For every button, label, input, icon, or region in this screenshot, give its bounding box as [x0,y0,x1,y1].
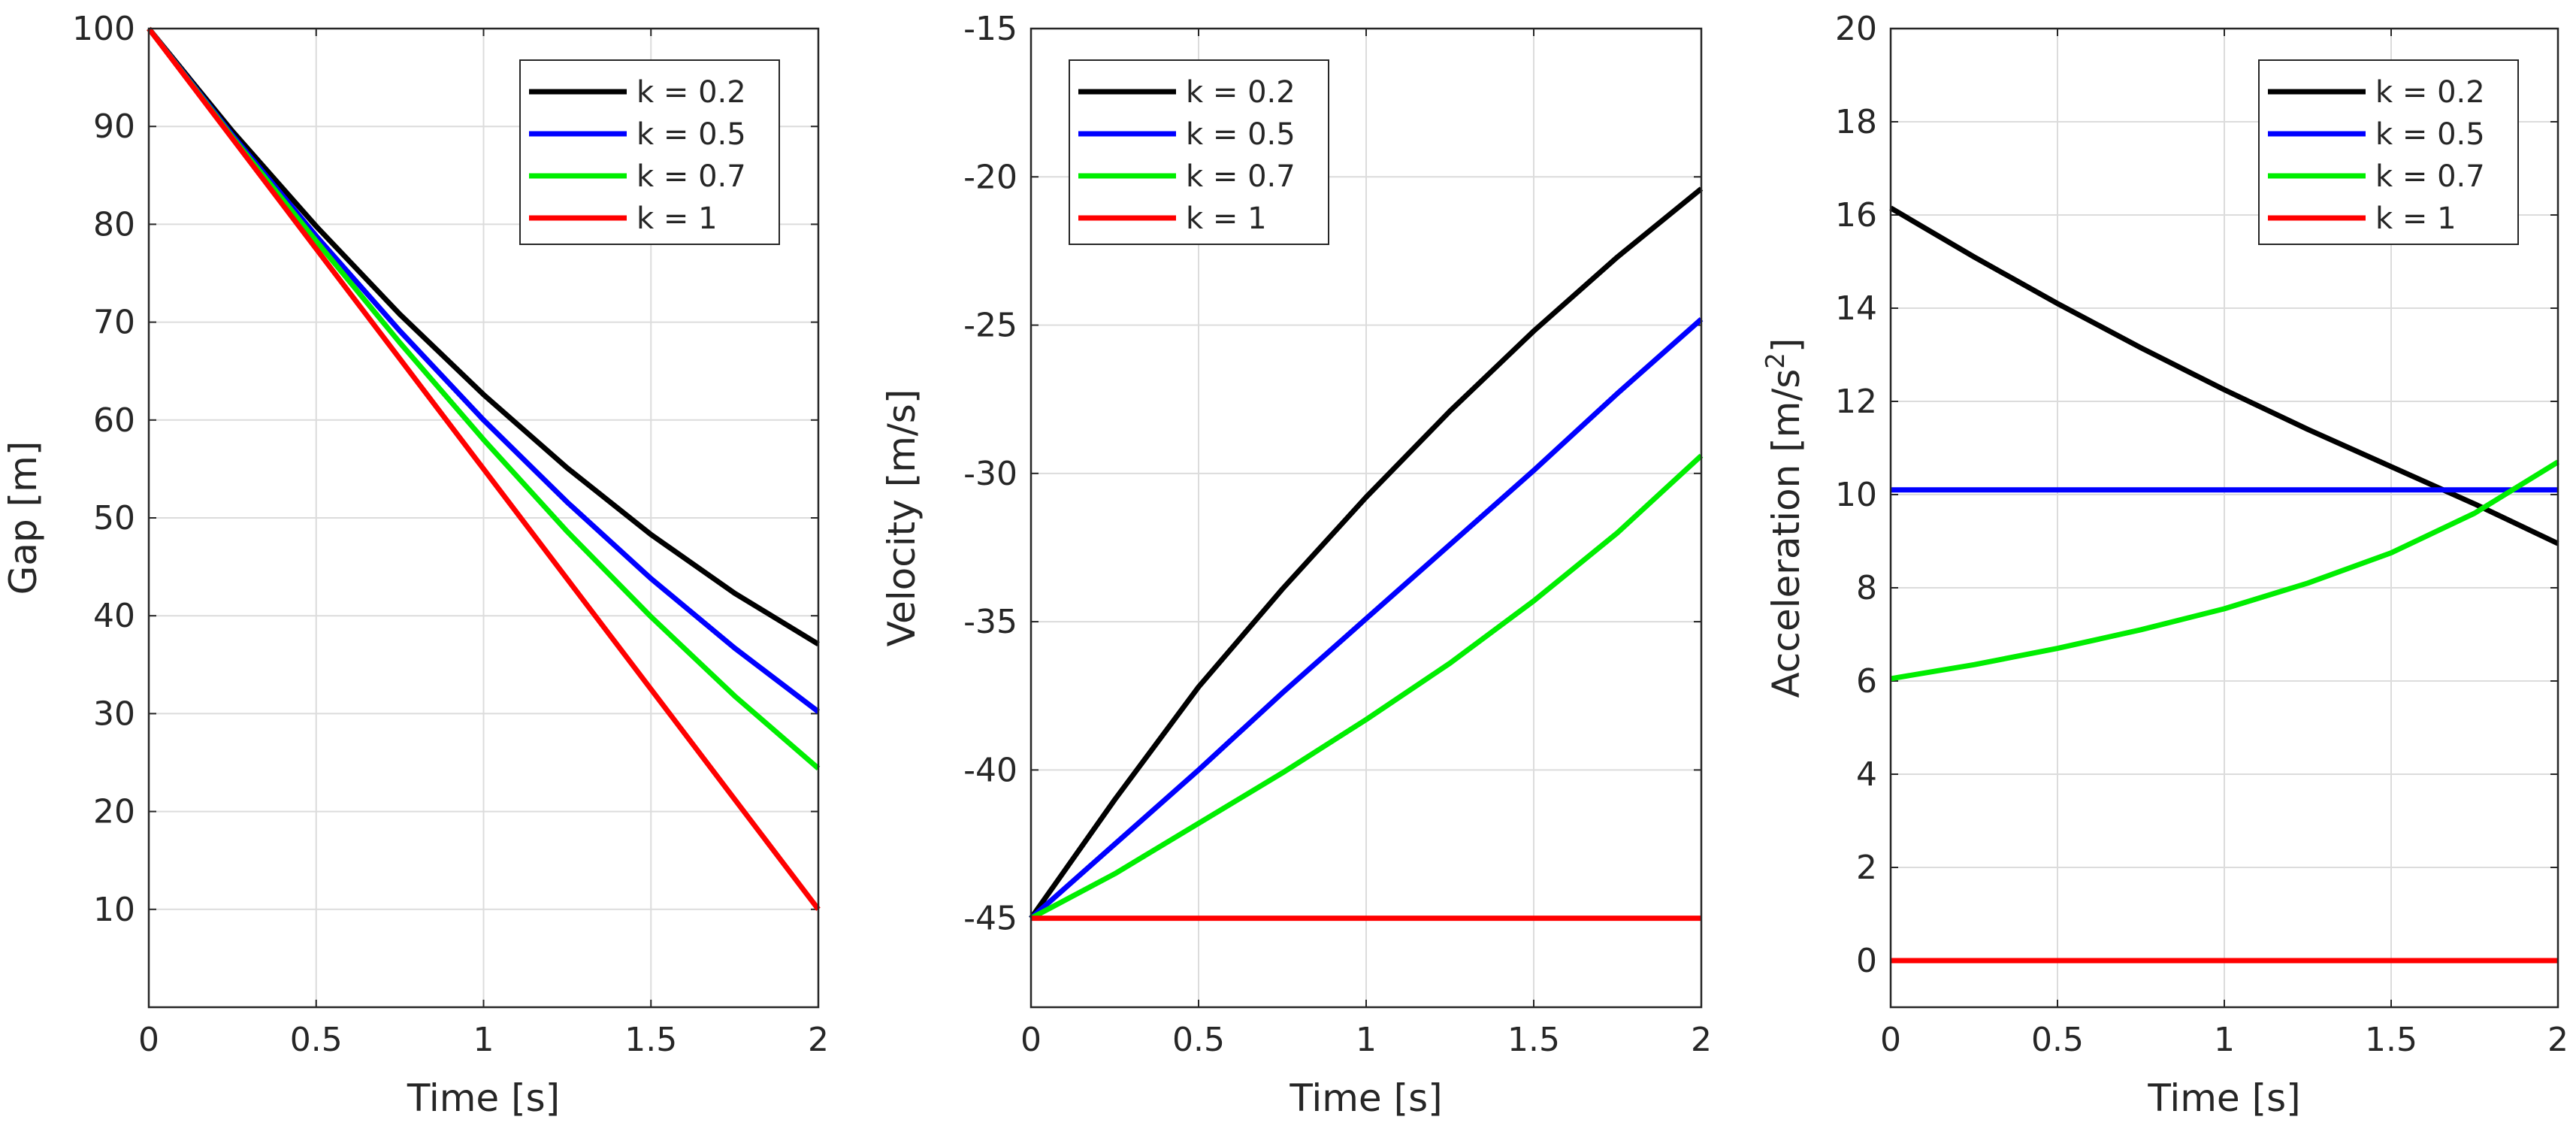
y-tick-label: 8 [1856,569,1877,607]
legend: k = 0.2 k = 0.5 k = 0.7 k = 1 [519,59,780,245]
series-line-1 [147,26,820,646]
legend-label-4: k = 1 [1186,201,1267,236]
y-tick-label: 50 [93,499,135,537]
x-tick-label: 2 [808,1021,829,1059]
y-axis-label: Acceleration [m/s2] [1761,338,1808,698]
y-tick-label: 0 [1856,942,1877,980]
y-tick-label: 20 [93,793,135,831]
axes-box [1029,27,1703,1009]
x-axis-label: Time [s] [407,1076,560,1120]
x-tick-label: 0 [138,1021,159,1059]
y-tick-label: -45 [963,900,1017,938]
series-line-4 [147,26,821,911]
legend-label-3: k = 0.7 [1186,159,1296,194]
series-line-3 [1029,453,1704,921]
x-tick-label: 1 [473,1021,494,1059]
legend: k = 0.2 k = 0.5 k = 0.7 k = 1 [2258,59,2519,245]
legend-label-1: k = 0.2 [636,75,746,110]
y-tick-label: 2 [1856,849,1877,887]
series-line-2 [1029,317,1704,921]
x-tick-label: 1 [1356,1021,1377,1059]
y-tick-label: 100 [72,10,135,48]
x-tick-label: 1.5 [624,1021,677,1059]
x-tick-label: 2 [1691,1021,1712,1059]
y-tick-label: 10 [93,891,135,929]
legend-label-4: k = 1 [2375,201,2457,236]
y-tick-label: 16 [1835,196,1877,235]
x-axis-label: Time [s] [2147,1076,2300,1120]
x-tick-label: 0.5 [290,1021,343,1059]
y-tick-label: 6 [1856,662,1877,701]
y-tick-label: -35 [963,603,1017,641]
y-tick-label: 30 [93,695,135,733]
y-tick-label: 18 [1835,103,1877,141]
y-axis-label-text: Acceleration [m/s [1764,369,1808,698]
legend-label-1: k = 0.2 [2375,75,2485,110]
y-axis-label-text: Velocity [m/s] [880,389,924,647]
y-tick-label: 40 [93,597,135,635]
x-tick-label: 1.5 [2365,1021,2417,1059]
x-tick-label: 0 [1020,1021,1042,1059]
y-axis-label-superscript: 2 [1761,353,1791,369]
y-tick-label: -20 [963,158,1017,196]
legend-label-3: k = 0.7 [636,159,746,194]
y-tick-label: 4 [1856,755,1877,794]
legend-label-2: k = 0.5 [2375,117,2485,152]
x-tick-label: 1.5 [1507,1021,1560,1059]
x-tick-label: 0.5 [2031,1021,2084,1059]
chart-2: 0 0.5 1 1.5 2 -45 -40 -35 -30 -25 -20 -15 Time [s] Ve… [880,10,1712,1120]
x-tick-label: 1 [2214,1021,2235,1059]
y-tick-label: 12 [1835,383,1877,421]
y-tick-label: -15 [963,10,1017,48]
series-line-1 [1029,186,1704,920]
legend-label-1: k = 0.2 [1186,75,1296,110]
legend-label-2: k = 0.5 [1186,117,1296,152]
y-tick-label: 80 [93,205,135,244]
y-tick-label: 90 [93,107,135,146]
y-tick-label: 70 [93,304,135,342]
y-tick-label: -25 [963,307,1017,345]
y-tick-label: -40 [963,751,1017,789]
y-tick-label: 20 [1835,10,1877,48]
y-tick-label: 10 [1835,476,1877,514]
y-axis-label-suffix: ] [1764,338,1808,353]
x-tick-label: 0 [1880,1021,1901,1059]
x-tick-label: 2 [2547,1021,2568,1059]
y-axis-label: Gap [m] [2,441,45,595]
y-tick-label: -30 [963,455,1017,493]
y-axis-label: Velocity [m/s] [880,389,924,647]
y-tick-label: 60 [93,401,135,440]
legend: k = 0.2 k = 0.5 k = 0.7 k = 1 [1069,59,1329,245]
chart-1: 0 0.5 1 1.5 2 10 20 30 40 50 60 70 80 90 100 Time [s] Ga… [2,10,829,1120]
y-tick-label: 14 [1835,289,1877,328]
legend-label-4: k = 1 [636,201,718,236]
legend-label-3: k = 0.7 [2375,159,2485,194]
x-axis-label: Time [s] [1289,1076,1442,1120]
axes-box [147,27,820,1009]
series-line-3 [1890,459,2559,682]
x-tick-label: 0.5 [1172,1021,1225,1059]
y-axis-label-text: Gap [m] [2,441,45,595]
axes-box [1889,27,2559,1009]
legend-label-2: k = 0.5 [636,117,746,152]
